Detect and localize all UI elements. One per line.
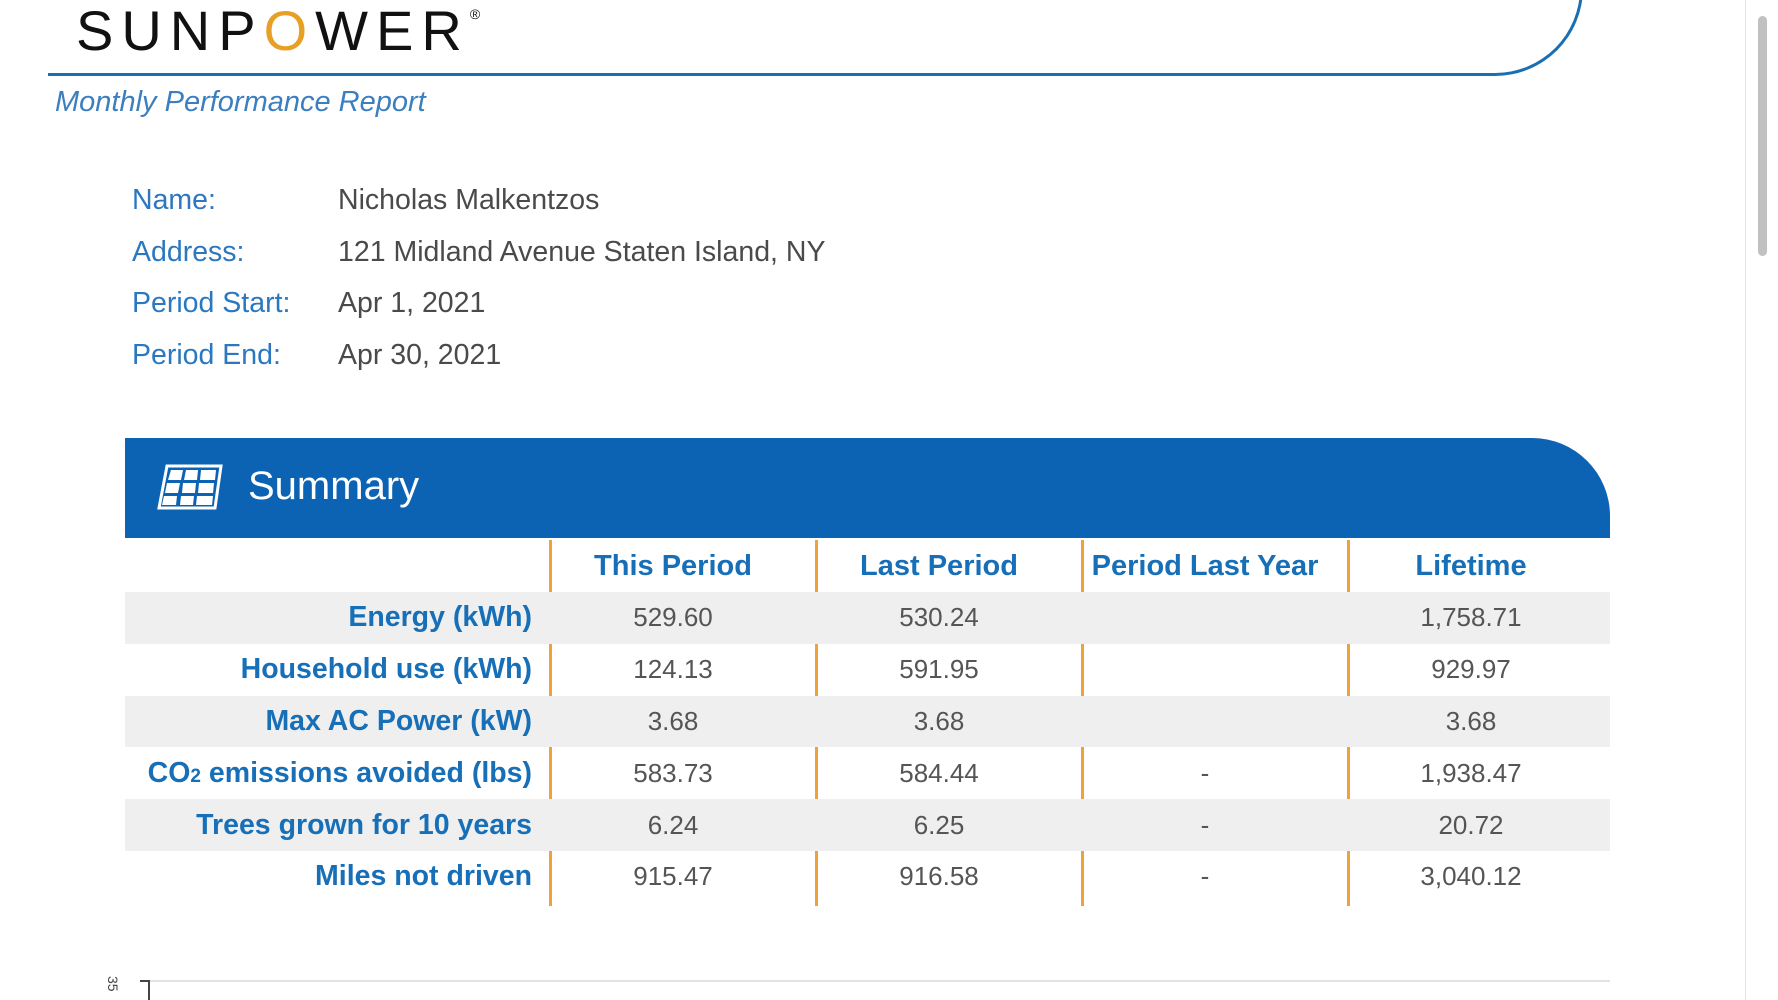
column-header: Last Period bbox=[860, 549, 1018, 582]
table-cell: 916.58 bbox=[899, 861, 979, 892]
row-label: Max AC Power (kW) bbox=[265, 704, 532, 737]
scrollbar-thumb[interactable] bbox=[1758, 16, 1767, 256]
table-cell: 929.97 bbox=[1431, 654, 1511, 685]
solar-panel-icon bbox=[157, 464, 223, 510]
table-cell: - bbox=[1200, 861, 1210, 892]
info-row-name: Name: Nicholas Malkentzos bbox=[132, 184, 825, 236]
table-cell: 3.68 bbox=[647, 705, 699, 736]
table-cell: 124.13 bbox=[633, 654, 713, 685]
table-cell: - bbox=[1200, 809, 1210, 840]
chart-y-axis bbox=[148, 980, 150, 1000]
row-label: Energy (kWh) bbox=[348, 601, 532, 634]
table-cell: 20.72 bbox=[1438, 809, 1504, 840]
table-row: Household use (kWh) 124.13 591.95 929.97 bbox=[125, 644, 1610, 696]
column-header: Period Last Year bbox=[1091, 549, 1319, 582]
table-row: Miles not driven 915.47 916.58 - 3,040.1… bbox=[125, 851, 1610, 903]
table-cell: 583.73 bbox=[633, 757, 713, 788]
customer-info: Name: Nicholas Malkentzos Address: 121 M… bbox=[132, 184, 825, 390]
info-row-period-end: Period End: Apr 30, 2021 bbox=[132, 339, 825, 391]
chart-y-tick-label: 35 bbox=[105, 976, 121, 992]
chart-y-tick bbox=[140, 980, 150, 982]
table-cell: - bbox=[1200, 757, 1210, 788]
table-cell: 530.24 bbox=[899, 602, 979, 633]
vertical-scrollbar[interactable] bbox=[1745, 0, 1778, 1000]
summary-title: Summary bbox=[248, 464, 420, 508]
row-label: CO2 emissions avoided (lbs) bbox=[147, 756, 532, 789]
period-end-value: Apr 30, 2021 bbox=[338, 338, 502, 371]
table-cell: 3.68 bbox=[1445, 705, 1497, 736]
chart-gridline bbox=[150, 980, 1610, 982]
table-cell: 1,938.47 bbox=[1420, 757, 1522, 788]
table-header-row: This Period Last Period Period Last Year… bbox=[125, 540, 1610, 592]
info-row-address: Address: 121 Midland Avenue Staten Islan… bbox=[132, 236, 825, 288]
table-cell: 6.25 bbox=[913, 809, 965, 840]
sunpower-logo: SUNPOWER® bbox=[76, 0, 481, 62]
table-row: Max AC Power (kW) 3.68 3.68 3.68 bbox=[125, 695, 1610, 748]
address-value: 121 Midland Avenue Staten Island, NY bbox=[338, 235, 826, 268]
table-cell: 529.60 bbox=[633, 602, 713, 633]
table-cell: 6.24 bbox=[647, 809, 699, 840]
summary-table: This Period Last Period Period Last Year… bbox=[125, 540, 1610, 906]
period-start-value: Apr 1, 2021 bbox=[338, 287, 486, 319]
info-row-period-start: Period Start: Apr 1, 2021 bbox=[132, 287, 825, 339]
table-cell: 915.47 bbox=[633, 861, 713, 892]
table-cell: 3.68 bbox=[913, 705, 965, 736]
column-header: This Period bbox=[594, 549, 752, 582]
summary-header: Summary bbox=[125, 438, 1610, 538]
period-end-label: Period End: bbox=[132, 338, 281, 371]
column-header: Lifetime bbox=[1415, 549, 1527, 582]
report-subtitle: Monthly Performance Report bbox=[55, 86, 426, 118]
table-cell: 1,758.71 bbox=[1420, 602, 1522, 633]
table-cell: 3,040.12 bbox=[1420, 861, 1522, 892]
row-label: Miles not driven bbox=[315, 860, 532, 893]
table-cell: 584.44 bbox=[899, 757, 979, 788]
table-row: Energy (kWh) 529.60 530.24 1,758.71 bbox=[125, 592, 1610, 644]
address-label: Address: bbox=[132, 235, 245, 268]
table-row: CO2 emissions avoided (lbs) 583.73 584.4… bbox=[125, 747, 1610, 799]
row-label: Household use (kWh) bbox=[240, 653, 532, 686]
name-label: Name: bbox=[132, 184, 216, 216]
name-value: Nicholas Malkentzos bbox=[338, 184, 600, 216]
row-label: Trees grown for 10 years bbox=[196, 808, 532, 841]
period-start-label: Period Start: bbox=[132, 287, 291, 319]
table-cell: 591.95 bbox=[899, 654, 979, 685]
chart-partial: 35 bbox=[105, 976, 1610, 1000]
table-row: Trees grown for 10 years 6.24 6.25 - 20.… bbox=[125, 799, 1610, 851]
